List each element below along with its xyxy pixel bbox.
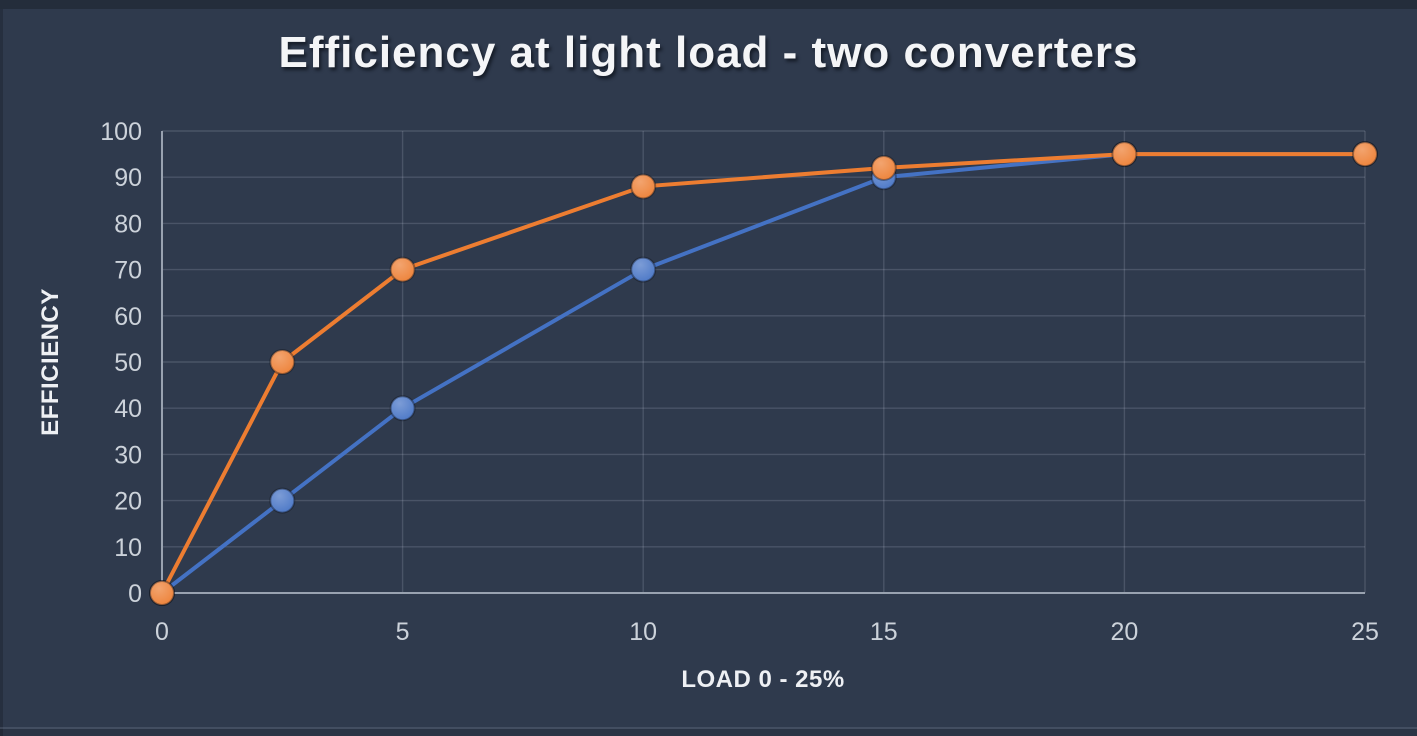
data-point-converter-blue: [269, 487, 296, 514]
data-point-converter-orange: [870, 154, 897, 181]
data-point-converter-orange: [389, 256, 416, 283]
x-tick-label: 10: [629, 618, 657, 646]
x-tick-label: 20: [1110, 618, 1138, 646]
y-tick-label: 10: [114, 534, 142, 562]
data-point-converter-blue: [630, 256, 657, 283]
window-top-edge: [0, 0, 1417, 9]
y-tick-label: 40: [114, 395, 142, 423]
y-tick-label: 60: [114, 303, 142, 331]
window-bottom-edge: [0, 727, 1417, 736]
x-axis-title: LOAD 0 - 25%: [681, 666, 844, 693]
data-point-converter-orange: [269, 349, 296, 375]
y-tick-label: 70: [114, 257, 142, 285]
y-axis-title: EFFICIENCY: [37, 288, 64, 436]
series-line-converter-orange: [160, 152, 1367, 595]
y-tick-label: 0: [128, 580, 142, 608]
data-point-converter-orange: [630, 173, 657, 200]
y-tick-label: 50: [114, 349, 142, 377]
data-point-converter-orange: [1111, 141, 1138, 168]
series-line-converter-blue: [160, 152, 1367, 595]
y-tick-label: 20: [114, 488, 142, 516]
data-point-converter-blue: [389, 395, 416, 422]
chart-title: Efficiency at light load - two converter…: [278, 28, 1139, 77]
data-point-converter-orange: [149, 580, 175, 606]
data-point-converter-orange: [1352, 141, 1378, 168]
x-tick-label: 15: [870, 618, 898, 646]
x-tick-label: 25: [1351, 618, 1379, 646]
y-tick-label: 80: [114, 210, 142, 238]
x-tick-label: 0: [155, 618, 169, 646]
y-tick-label: 90: [114, 164, 142, 192]
x-tick-label: 5: [396, 618, 410, 646]
window-left-edge: [0, 9, 3, 736]
y-tick-label: 100: [100, 118, 142, 146]
y-tick-label: 30: [114, 441, 142, 469]
